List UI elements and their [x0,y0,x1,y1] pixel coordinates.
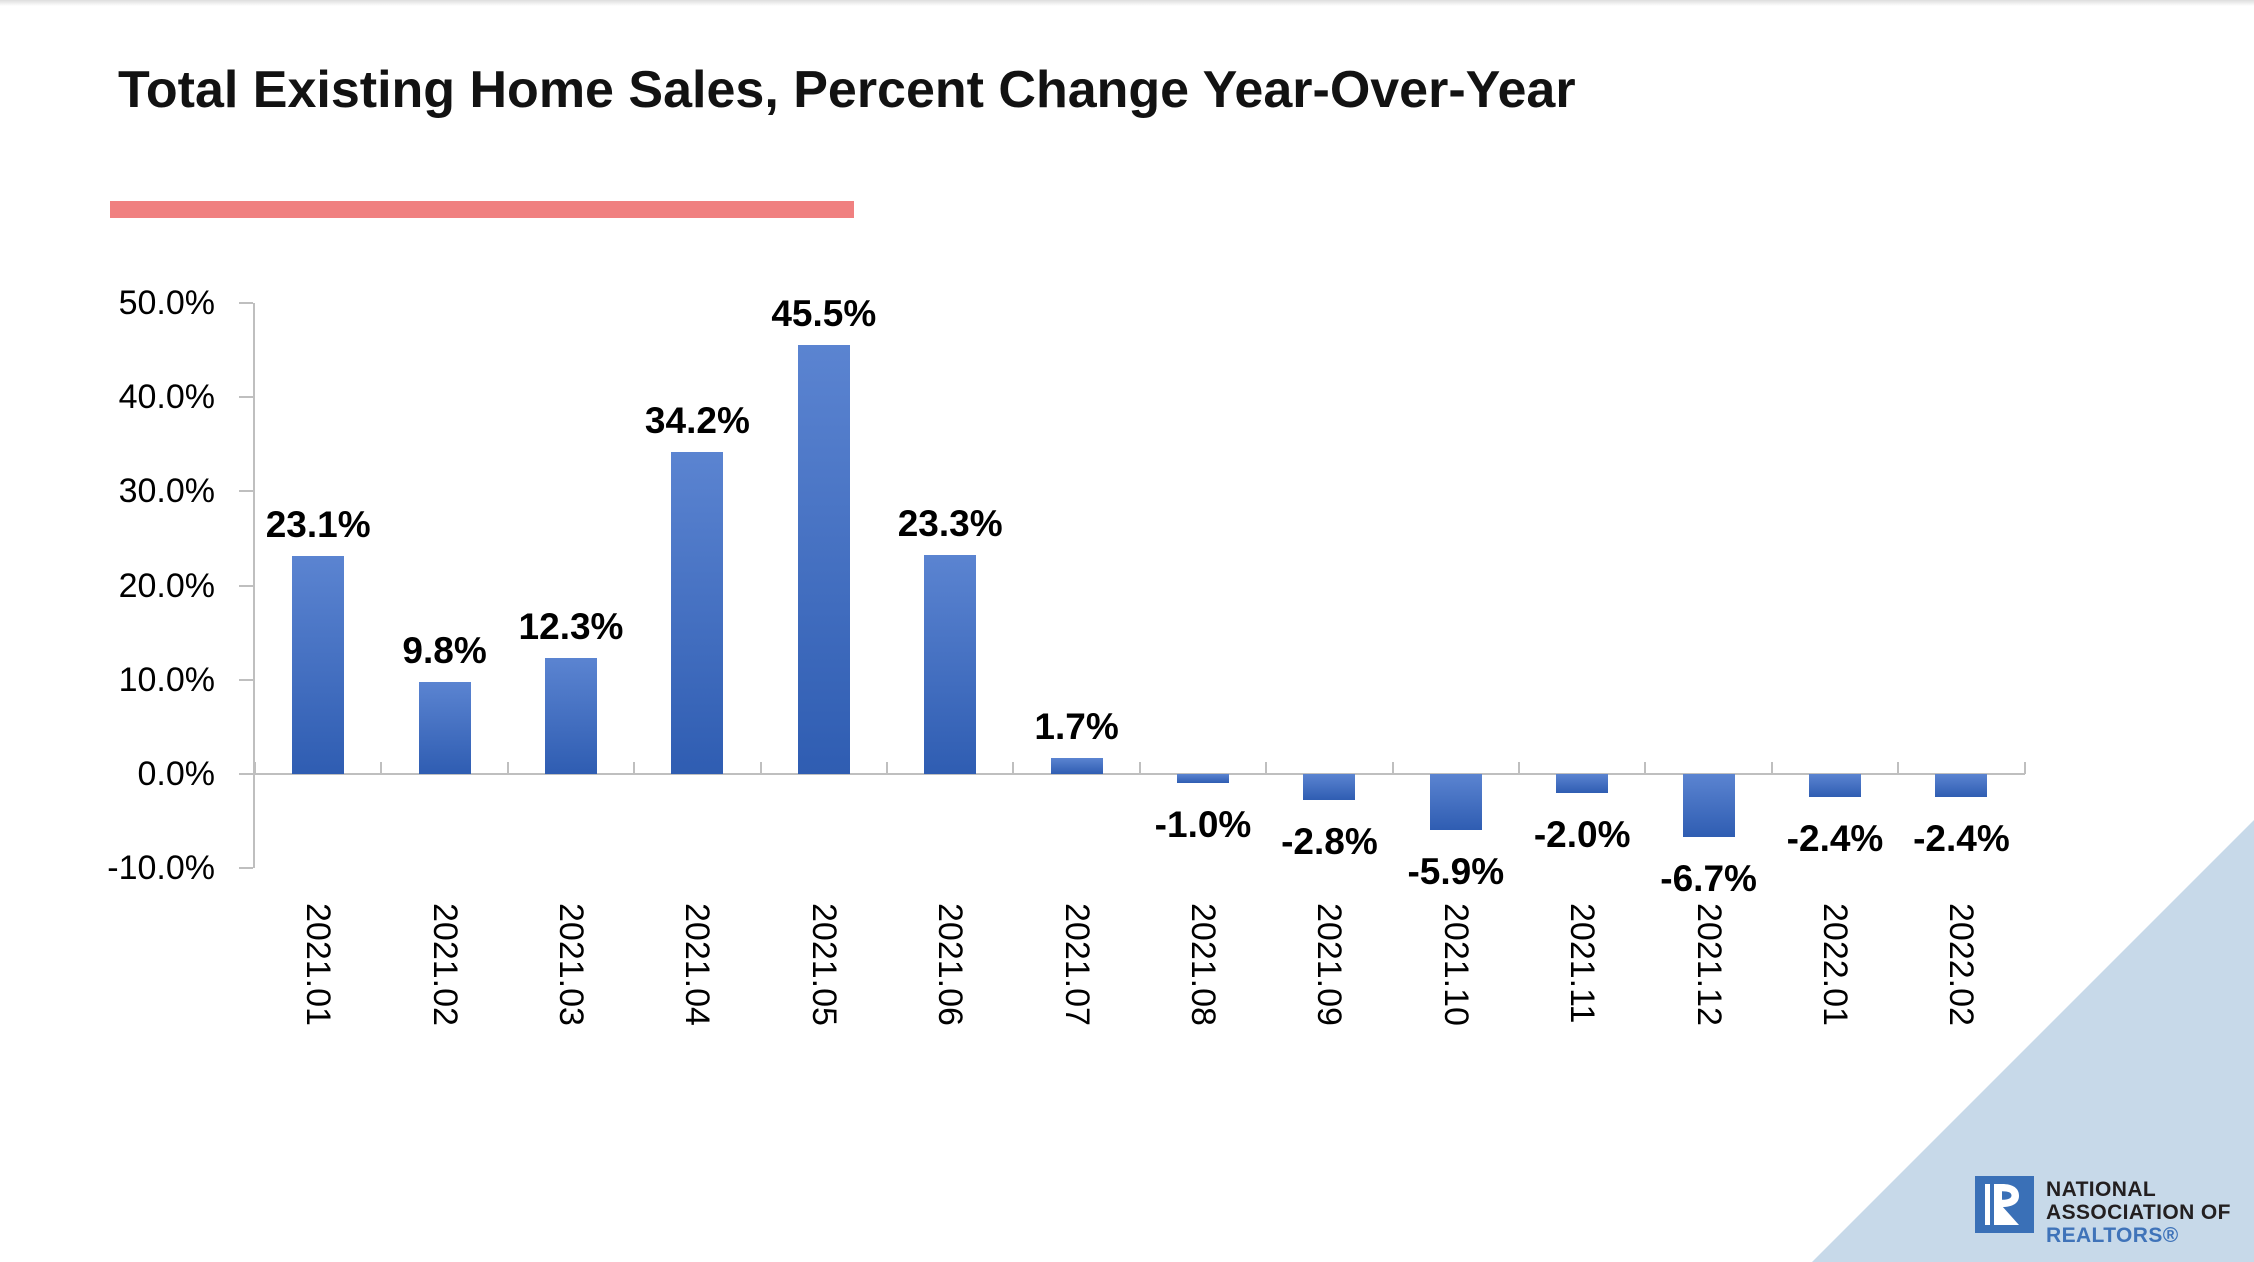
x-tick [1265,762,1268,774]
x-tick [254,762,256,774]
x-axis-label-text: 2021.04 [678,903,717,1026]
x-axis-label-text: 2021.08 [1184,903,1222,1026]
bar [1556,774,1609,793]
y-tick [239,396,253,399]
bar [418,681,471,774]
y-tick [239,302,253,304]
bar [1050,757,1103,774]
y-axis-label: 0.0% [137,755,216,793]
y-axis-line [253,303,255,869]
nar-logo-line2: ASSOCIATION OF [2046,1201,2231,1224]
bar-value-label: -5.9% [1407,850,1505,892]
bar [1177,774,1229,784]
bar [1303,774,1356,801]
realtor-block-r-icon [1975,1176,2034,1233]
bar-value-label: 1.7% [1034,705,1119,747]
x-axis-label-text: 2021.07 [1057,903,1096,1026]
y-axis-label: 50.0% [118,284,215,322]
x-axis-label-text: 2021.12 [1689,903,1728,1026]
x-tick [1644,762,1647,774]
bar-value-label: 45.5% [771,293,877,335]
x-tick [1138,762,1141,774]
bar-value-label: -2.4% [1913,817,2010,859]
title-underline-accent [110,201,854,218]
x-axis-label-text: 2021.11 [1563,903,1602,1024]
x-axis-label-text: 2021.01 [299,903,338,1026]
bar-value-label: -1.0% [1154,804,1252,846]
y-tick [239,490,253,493]
x-tick [506,762,509,774]
x-axis-label-text: 2021.06 [931,903,970,1026]
bar-value-label: 9.8% [402,629,487,671]
x-axis-label-text: 2021.10 [1436,903,1475,1026]
bar [545,658,597,774]
chart-title: Total Existing Home Sales, Percent Chang… [118,61,1576,119]
x-tick [759,762,762,774]
bar-value-label: 23.1% [265,504,371,546]
corner-triangle-decoration [1812,820,2254,1262]
window-edge-artifact [0,0,2254,6]
x-tick [633,762,636,774]
nar-logo-line3: REALTORS® [2046,1224,2179,1247]
nar-logo-line1: NATIONAL [2046,1178,2157,1201]
bar [671,451,724,774]
bar [1809,774,1861,797]
bar [1429,774,1482,830]
bar-value-label: -2.4% [1786,817,1884,859]
x-tick [1518,762,1520,774]
y-axis-label: 30.0% [118,472,215,511]
x-axis-line [253,773,2025,775]
bar-value-label: 23.3% [897,502,1003,544]
x-tick [1770,762,1773,774]
y-axis-label: 10.0% [118,660,215,699]
y-axis-label: 40.0% [118,378,215,417]
x-axis-label-text: 2021.05 [804,903,843,1026]
x-tick [2023,762,2026,774]
x-tick [886,762,888,774]
bar [292,556,345,774]
bar [1682,774,1735,838]
y-tick [239,867,253,870]
bar [1935,774,1988,797]
x-axis-label-text: 2021.09 [1310,903,1349,1026]
bar [924,554,977,774]
bar-value-label: 34.2% [644,399,750,441]
y-axis-label: -10.0% [107,849,215,888]
nar-logo: NATIONAL ASSOCIATION OF REALTORS® [1975,1176,2231,1247]
x-tick [380,762,383,774]
x-tick [1012,762,1015,774]
bar-value-label: 12.3% [518,606,624,648]
y-tick [239,584,253,587]
bar-value-label: -2.8% [1281,821,1378,863]
bar-value-label: -6.7% [1660,858,1757,900]
x-axis-label-text: 2021.02 [425,903,464,1026]
y-tick [239,773,253,775]
bar-value-label: -2.0% [1533,813,1631,855]
x-tick [1897,762,1900,774]
bar [797,345,850,774]
x-axis-label-text: 2021.03 [552,903,590,1026]
x-tick [1391,762,1394,774]
nar-logo-text: NATIONAL ASSOCIATION OF REALTORS® [2046,1176,2231,1247]
y-tick [239,678,253,681]
y-axis-label: 20.0% [118,566,215,605]
